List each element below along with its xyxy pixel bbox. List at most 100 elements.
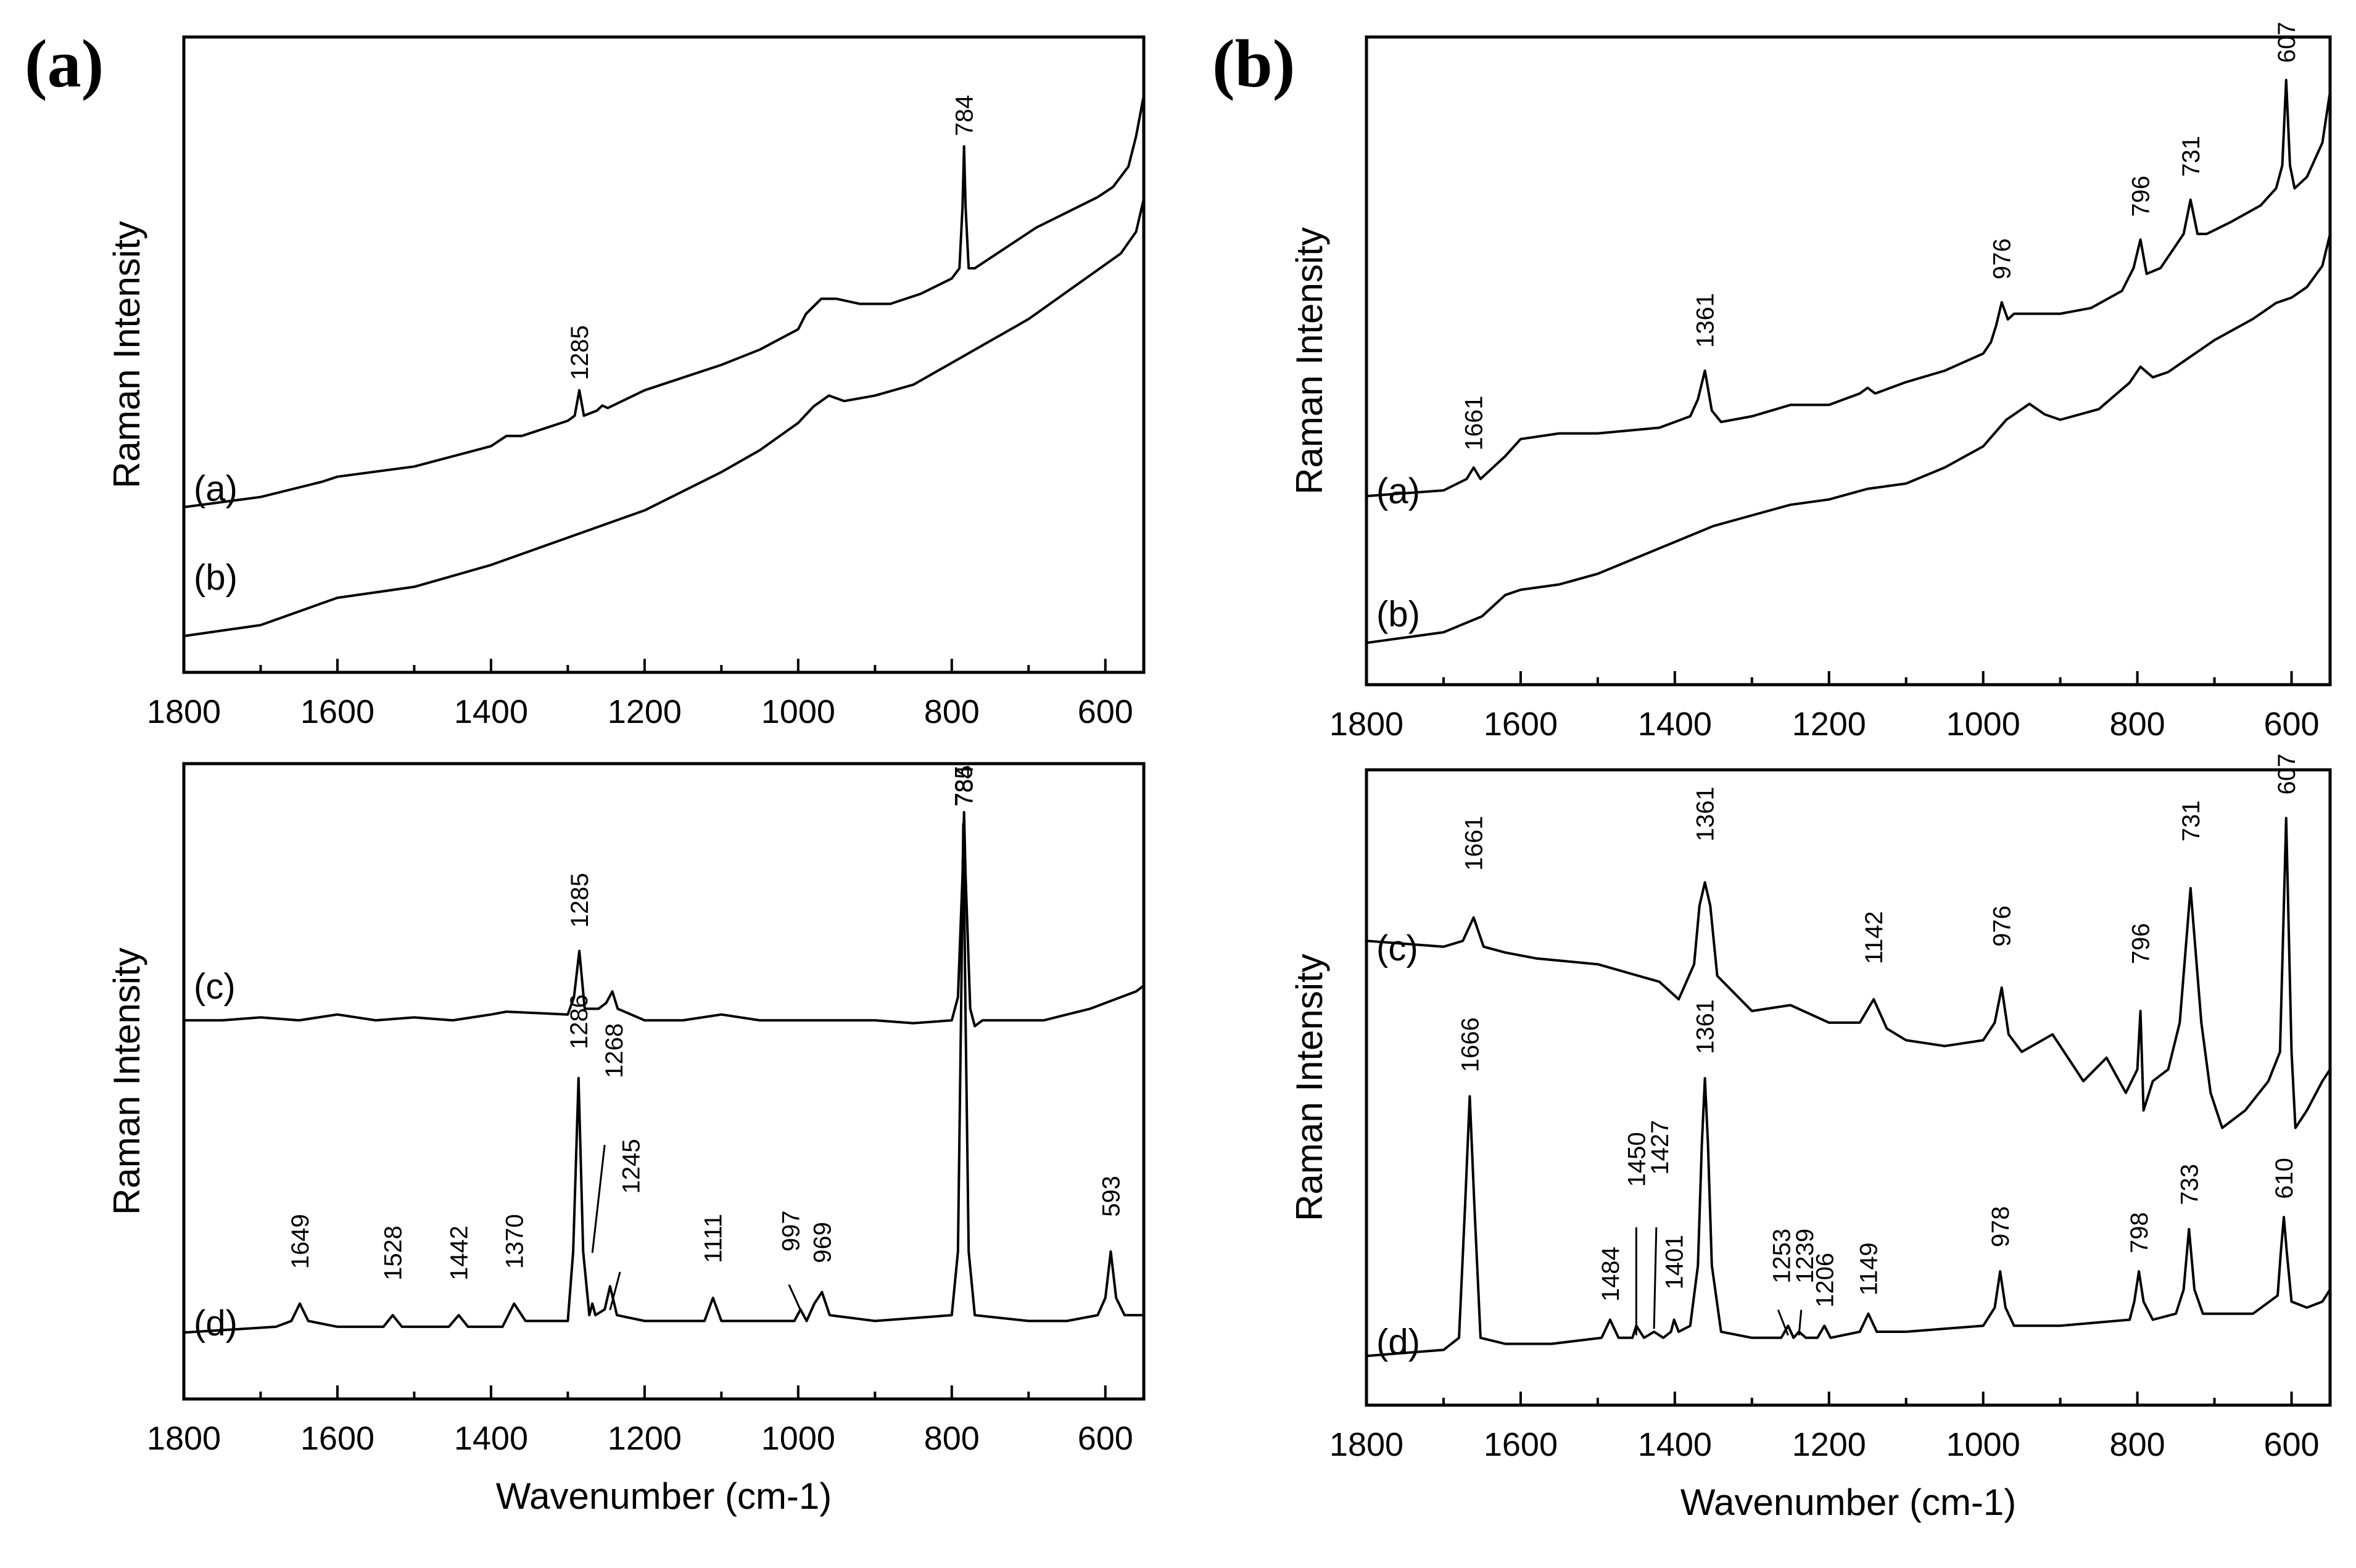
chart-a_bottom: 1800 1600 1400 1200 1000 800 600 Raman Intensit… <box>106 762 1146 1517</box>
peak-label: 607 <box>2273 22 2300 63</box>
label-leader-line <box>1798 1310 1803 1335</box>
peak-label: 997 <box>777 1210 804 1252</box>
peak-label: 976 <box>1989 906 2016 947</box>
x-tick-label: 600 <box>1078 693 1133 730</box>
label-leader-line <box>1777 1309 1789 1336</box>
peak-label: 1206 <box>1811 1253 1838 1308</box>
x-tick-label: 1800 <box>1329 706 1403 743</box>
peak-label: 1528 <box>380 1226 407 1281</box>
peak-label: 731 <box>2178 136 2205 177</box>
x-tick-label: 1800 <box>147 693 221 730</box>
peak-label: 1286 <box>566 994 593 1049</box>
panel-label-a: (a) <box>25 26 104 101</box>
peak-label: 607 <box>2273 754 2300 795</box>
y-axis-label: Raman Intensity <box>106 221 147 489</box>
peak-label: 784 <box>951 95 978 136</box>
x-tick-label: 1600 <box>300 693 374 730</box>
peak-label: 1285 <box>566 873 593 928</box>
x-tick-label: 600 <box>2263 706 2319 743</box>
peak-label: 796 <box>2128 176 2155 217</box>
peak-label: 610 <box>2271 1158 2298 1199</box>
peak-label: 1142 <box>1861 911 1888 964</box>
peak-label: 976 <box>1989 238 2016 279</box>
x-tick-label: 1400 <box>1638 1426 1712 1463</box>
x-tick-label: 1200 <box>608 693 682 730</box>
series-line-c <box>1366 817 2331 1129</box>
chart-b_bottom: 1800 1600 1400 1200 1000 800 600 Raman Intensit… <box>1289 754 2332 1523</box>
series-line-c <box>184 811 1145 1028</box>
label-leader-line <box>788 1284 801 1311</box>
label-leader-line <box>1653 1227 1658 1329</box>
axes-layer: 1800 1600 1400 1200 1000 800 600 Raman Intensit… <box>106 22 2332 1523</box>
x-tick-label: 1200 <box>608 1420 682 1457</box>
x-tick-label: 1600 <box>300 1420 374 1457</box>
x-tick-label: 800 <box>924 1420 980 1457</box>
peak-label: 1285 <box>566 325 593 380</box>
plot-frame <box>182 35 1146 674</box>
peak-label: 798 <box>2126 1212 2153 1253</box>
series-label: (a) <box>194 469 238 509</box>
peak-label: 1245 <box>618 1139 645 1194</box>
x-tick-label: 1800 <box>147 1420 221 1457</box>
plot-frame <box>1365 768 2332 1407</box>
series-label: (b) <box>1376 595 1420 635</box>
x-tick-label: 1400 <box>1638 706 1712 743</box>
peak-label: 1661 <box>1461 395 1488 450</box>
peak-label: 1111 <box>700 1214 727 1263</box>
peak-label: 1239 <box>1792 1229 1819 1284</box>
x-tick-label: 1600 <box>1484 706 1558 743</box>
series-line-d <box>183 822 1144 1334</box>
series-line-b <box>183 198 1145 638</box>
x-axis-label: Wavenumber (cm-1) <box>496 1475 832 1517</box>
series-line-d <box>1366 1077 2331 1358</box>
peak-label: 796 <box>2128 923 2155 964</box>
peak-label: 1370 <box>501 1214 528 1269</box>
series-label: (d) <box>1376 1322 1420 1363</box>
series-line-a <box>1366 78 2331 498</box>
x-tick-label: 800 <box>924 693 980 730</box>
peak-label: 1268 <box>601 1023 628 1078</box>
peak-label: 1361 <box>1692 786 1719 841</box>
x-tick-label: 1400 <box>454 693 528 730</box>
x-tick-label: 1000 <box>761 1420 835 1457</box>
series-label: (d) <box>194 1303 238 1343</box>
x-tick-label: 1400 <box>454 1420 528 1457</box>
peak-label: 1442 <box>446 1226 473 1281</box>
peak-label: 785 <box>950 765 977 807</box>
peak-label: 731 <box>2178 800 2205 841</box>
y-axis-label: Raman Intensity <box>1289 227 1330 495</box>
peak-label: 593 <box>1097 1176 1125 1217</box>
plot-frame <box>182 762 1146 1401</box>
x-tick-label: 1000 <box>1946 706 2020 743</box>
x-tick-label: 1600 <box>1484 1426 1558 1463</box>
chart-b_top: 1800 1600 1400 1200 1000 800 600 Raman Intensit… <box>1289 22 2332 743</box>
x-tick-label: 600 <box>1078 1420 1133 1457</box>
x-tick-label: 1000 <box>761 693 835 730</box>
x-axis-label: Wavenumber (cm-1) <box>1680 1482 2017 1523</box>
peak-label: 1666 <box>1457 1017 1484 1072</box>
y-axis-label: Raman Intensity <box>1289 954 1330 1221</box>
peak-label: 1649 <box>287 1214 314 1269</box>
y-axis-label: Raman Intensity <box>106 947 147 1215</box>
plot-frame <box>1365 35 2332 687</box>
x-tick-label: 1000 <box>1946 1426 2020 1463</box>
label-leader-line <box>609 1271 621 1311</box>
series-label: (c) <box>194 967 236 1007</box>
label-leader-line <box>591 1144 606 1253</box>
series-label: (c) <box>1376 928 1418 968</box>
peak-label: 969 <box>809 1222 836 1263</box>
peak-label: 1253 <box>1768 1229 1795 1284</box>
peak-label: 1401 <box>1661 1235 1688 1290</box>
peak-label: 1149 <box>1855 1242 1882 1295</box>
peak-label: 784 <box>951 765 978 807</box>
peak-label: 978 <box>1987 1206 2014 1247</box>
peak-label: 1427 <box>1647 1120 1674 1175</box>
peak-label: 1361 <box>1692 999 1719 1054</box>
x-tick-label: 600 <box>2263 1426 2319 1463</box>
x-tick-label: 800 <box>2110 706 2165 743</box>
peak-label: 1361 <box>1692 293 1719 348</box>
series-label: (b) <box>194 558 238 598</box>
chart-a_top: 1800 1600 1400 1200 1000 800 600 Raman Intensit… <box>106 35 1146 730</box>
series-line-b <box>1366 233 2331 645</box>
